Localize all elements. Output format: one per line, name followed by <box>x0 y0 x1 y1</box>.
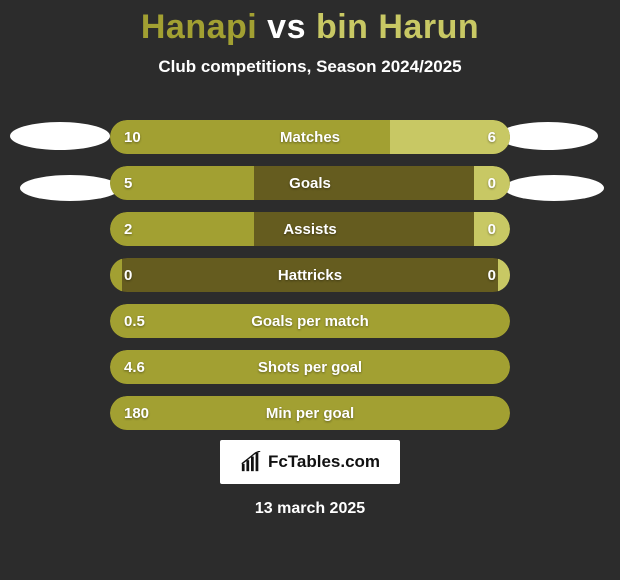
stat-label: Min per goal <box>110 396 510 430</box>
stat-value-left: 4.6 <box>124 350 145 384</box>
stat-label: Goals per match <box>110 304 510 338</box>
brand-badge: FcTables.com <box>220 440 400 484</box>
stat-label: Goals <box>110 166 510 200</box>
footer-date: 13 march 2025 <box>0 500 620 518</box>
stat-value-left: 0.5 <box>124 304 145 338</box>
stat-value-left: 10 <box>124 120 141 154</box>
stat-row: Assists2 0 <box>110 212 510 246</box>
title-player1: Hanapi <box>141 8 257 46</box>
stat-row: Min per goal180 <box>110 396 510 430</box>
stat-label: Assists <box>110 212 510 246</box>
stat-value-left: 0 <box>124 258 132 292</box>
stat-value-right: 0 <box>488 212 496 246</box>
stat-label: Matches <box>110 120 510 154</box>
stat-value-left: 180 <box>124 396 149 430</box>
stat-row: Goals per match0.5 <box>110 304 510 338</box>
bars-growth-icon <box>240 451 262 473</box>
decorative-ellipse <box>10 122 110 150</box>
decorative-ellipse <box>20 175 120 201</box>
decorative-ellipse <box>504 175 604 201</box>
page-title: Hanapi vs bin Harun <box>0 0 620 47</box>
stat-value-right: 0 <box>488 258 496 292</box>
stat-value-right: 6 <box>488 120 496 154</box>
stat-label: Shots per goal <box>110 350 510 384</box>
brand-text: FcTables.com <box>268 452 380 472</box>
stat-value-left: 5 <box>124 166 132 200</box>
decorative-ellipse <box>498 122 598 150</box>
stats-bars: Matches106Goals50Assists20Hattricks00Goa… <box>110 120 510 442</box>
stat-label: Hattricks <box>110 258 510 292</box>
stat-row: Shots per goal4.6 <box>110 350 510 384</box>
stat-row: Goals5 0 <box>110 166 510 200</box>
stat-row: Matches10 6 <box>110 120 510 154</box>
stat-row: Hattricks0 0 <box>110 258 510 292</box>
stat-value-right: 0 <box>488 166 496 200</box>
subtitle: Club competitions, Season 2024/2025 <box>0 57 620 77</box>
stat-value-left: 2 <box>124 212 132 246</box>
title-vs: vs <box>267 8 306 46</box>
title-player2: bin Harun <box>316 8 479 46</box>
